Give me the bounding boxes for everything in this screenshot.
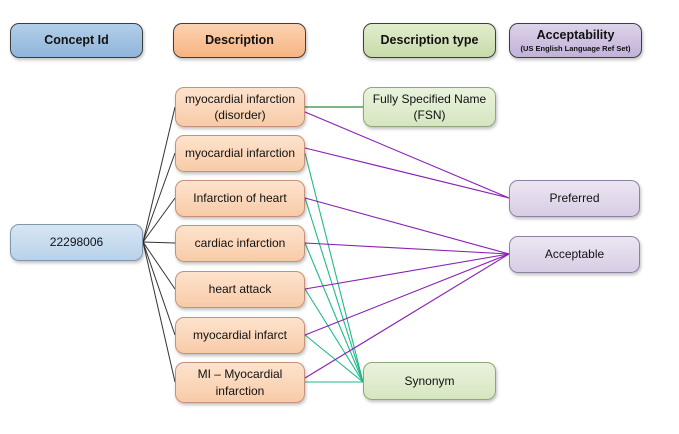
acceptable-link-line [304,242,510,255]
acceptable-link-line [304,197,510,255]
synonym-link-line [304,152,364,383]
synonym-link-line [304,288,364,383]
description-type-line1: Synonym [404,373,455,388]
concept-id-value: 22298006 [49,235,104,250]
description-box: heart attack [175,271,305,308]
description-line1: Infarction of heart [193,191,287,206]
acceptability-acceptable-box: Acceptable [509,236,640,273]
concept-link-line [142,152,176,243]
description-line1: myocardial infarction [184,146,296,161]
acceptability-preferred-box: Preferred [509,180,640,217]
header-description-type: Description type [363,23,496,58]
synonym-link-line [304,242,364,383]
description-type-fsn-box: Fully Specified Name (FSN) [363,87,496,127]
description-box: cardiac infarction [175,225,305,262]
description-line1: myocardial infarct [192,328,288,343]
header-acceptability-label: Acceptability [536,27,615,42]
synonym-link-line [304,334,364,383]
header-description: Description [173,23,306,58]
description-line2: (disorder) [214,108,266,122]
description-box: myocardial infarction (disorder) [175,87,305,127]
header-acceptability: Acceptability (US English Language Ref S… [509,23,642,58]
description-box: myocardial infarction [175,135,305,172]
concept-link-line [142,197,176,243]
synonym-link-line [304,197,364,383]
acceptable-link-line [304,253,510,290]
description-box: Infarction of heart [175,180,305,217]
description-type-line1: Fully Specified Name [372,91,487,106]
acceptability-label: Acceptable [544,247,605,262]
acceptability-label: Preferred [549,191,600,206]
acceptable-link-line [304,253,510,336]
concept-link-line [142,241,176,336]
header-concept-id-label: Concept Id [44,33,109,48]
description-line1: MI – Myocardial [197,367,283,382]
concept-id-box: 22298006 [10,224,143,261]
header-concept-id: Concept Id [10,23,143,58]
description-line1: heart attack [208,282,272,297]
description-type-synonym-box: Synonym [363,362,496,400]
description-line1: myocardial infarction [184,91,296,106]
description-type-line2: (FSN) [413,108,446,122]
header-description-label: Description [205,33,274,48]
description-box: myocardial infarct [175,317,305,354]
concept-link-line [142,241,176,383]
description-line1: cardiac infarction [194,236,286,251]
description-box: MI – Myocardial infarction [175,362,305,403]
concept-link-line [142,106,176,243]
preferred-link-line [304,147,510,199]
header-acceptability-subtitle: (US English Language Ref Set) [520,44,631,54]
concept-link-line [142,241,176,290]
concept-link-line [142,241,176,244]
acceptable-link-line [304,253,510,379]
header-description-type-label: Description type [380,33,479,48]
preferred-link-line [304,111,510,199]
description-line2: infarction [215,383,265,398]
